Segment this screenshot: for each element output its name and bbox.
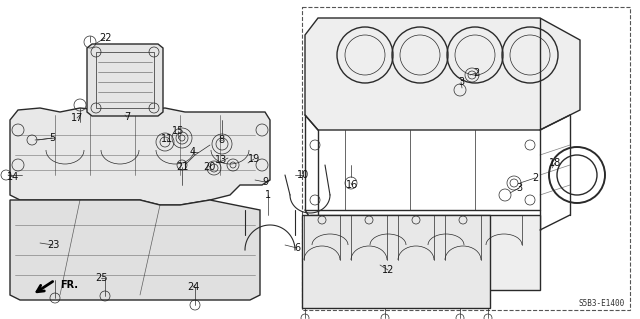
Text: 6: 6 <box>294 243 300 253</box>
Text: 19: 19 <box>248 154 260 164</box>
Polygon shape <box>310 215 540 290</box>
Text: 10: 10 <box>297 170 309 180</box>
Text: 20: 20 <box>203 162 215 172</box>
Text: 4: 4 <box>190 147 196 157</box>
Polygon shape <box>302 215 490 308</box>
Polygon shape <box>305 18 580 130</box>
Bar <box>302 7 630 310</box>
Text: 16: 16 <box>346 180 358 190</box>
Text: 2: 2 <box>532 173 538 183</box>
Text: 5: 5 <box>49 133 55 143</box>
Text: 24: 24 <box>187 282 199 292</box>
Text: 15: 15 <box>172 126 184 136</box>
Polygon shape <box>10 108 270 205</box>
Text: 9: 9 <box>262 177 268 187</box>
Text: 8: 8 <box>218 135 224 145</box>
Text: FR.: FR. <box>60 280 78 290</box>
Text: 14: 14 <box>7 172 19 182</box>
Text: 11: 11 <box>161 134 173 144</box>
Text: 17: 17 <box>71 113 83 123</box>
Text: 23: 23 <box>47 240 59 250</box>
Text: 12: 12 <box>382 265 394 275</box>
Text: 13: 13 <box>215 155 227 165</box>
Text: 21: 21 <box>176 162 188 172</box>
Text: 22: 22 <box>99 33 111 43</box>
Text: 3: 3 <box>458 77 464 87</box>
Text: 18: 18 <box>549 158 561 168</box>
Text: 25: 25 <box>95 273 108 283</box>
Text: 3: 3 <box>516 183 522 193</box>
Text: S5B3-E1400: S5B3-E1400 <box>579 299 625 308</box>
Text: 7: 7 <box>124 112 130 122</box>
Polygon shape <box>87 44 163 116</box>
Text: 1: 1 <box>265 190 271 200</box>
Text: 2: 2 <box>473 68 479 78</box>
Polygon shape <box>10 200 260 300</box>
